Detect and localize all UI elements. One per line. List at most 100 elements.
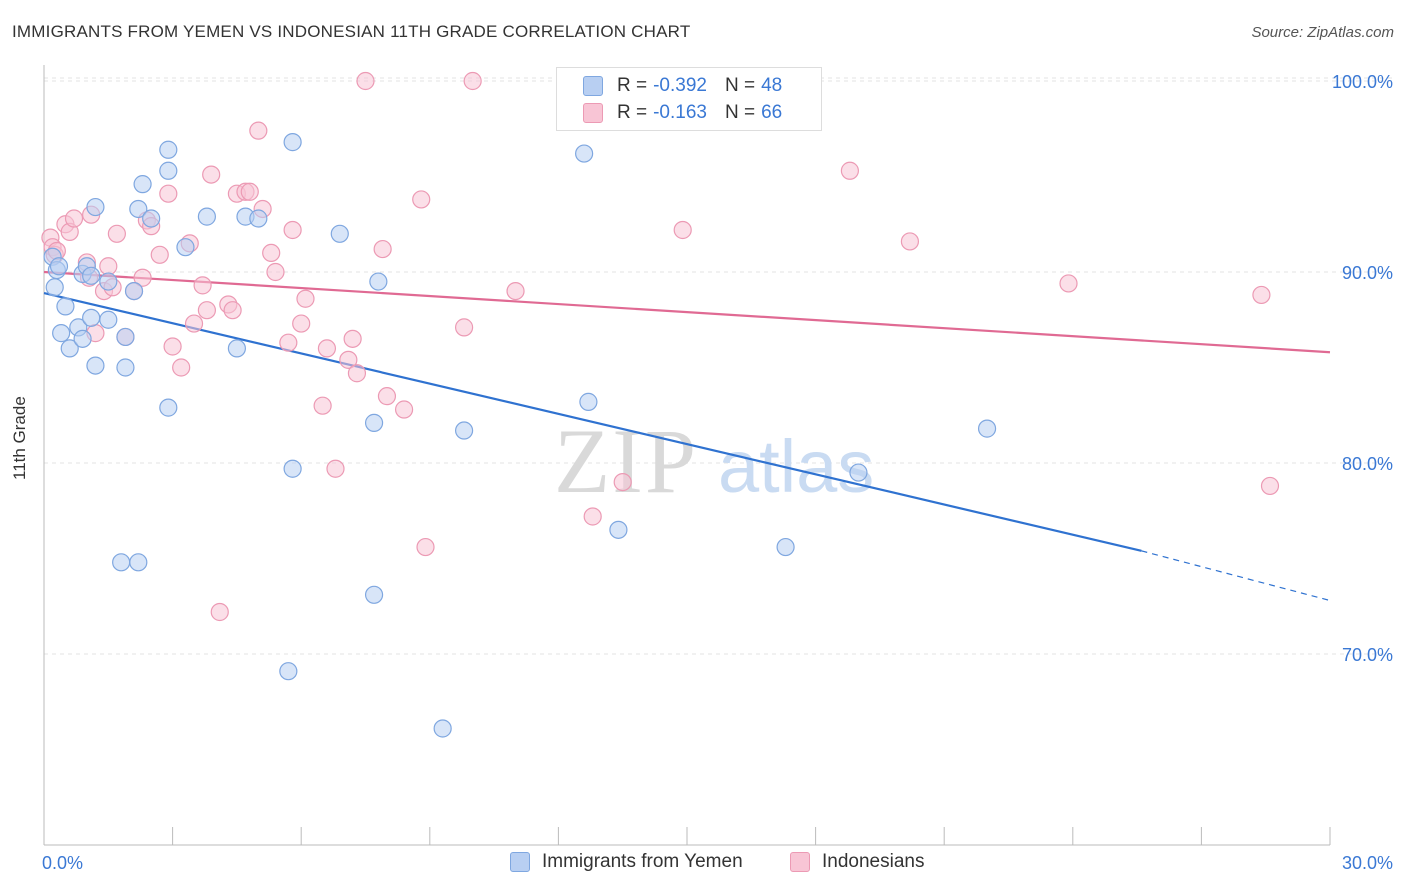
yemen-point <box>454 421 474 440</box>
n-value: 66 <box>761 102 783 123</box>
indonesian-point <box>506 282 525 301</box>
n-value: 48 <box>761 75 783 96</box>
yemen-point <box>73 329 92 348</box>
yemen-point <box>45 278 64 297</box>
indonesian-point <box>412 190 431 209</box>
series-immigrants-from-yemen <box>43 133 997 738</box>
trend-line-yemen-extension <box>1141 550 1331 602</box>
legend-item-indonesians[interactable]: Indonesians <box>790 851 924 873</box>
indonesian-point <box>262 243 281 262</box>
yemen-point <box>364 585 384 604</box>
indonesian-point <box>210 602 229 622</box>
indonesian-point <box>184 314 204 333</box>
grid-lines <box>44 77 1392 655</box>
indonesian-point <box>223 301 242 320</box>
yemen-point <box>159 398 178 417</box>
indonesian-point <box>900 232 920 251</box>
yemen-point <box>86 356 105 375</box>
legend-swatch-blue <box>510 852 530 872</box>
indonesian-point <box>583 507 602 526</box>
watermark: ZIP atlas <box>554 410 874 512</box>
yemen-point <box>849 463 868 482</box>
series-legend: Immigrants from Yemen Indonesians <box>0 851 1406 877</box>
yemen-point <box>575 144 594 163</box>
r-value: -0.392 <box>653 75 707 96</box>
indonesian-point <box>347 364 367 383</box>
yemen-point <box>197 207 216 226</box>
watermark-atlas: atlas <box>718 425 874 508</box>
x-tick-label: 0.0% <box>42 853 83 873</box>
yemen-point <box>129 199 148 219</box>
legend-row-indonesians: R = -0.163 N = 66 <box>557 99 782 127</box>
yemen-point <box>124 282 144 301</box>
trend-lines <box>43 270 1331 602</box>
indonesian-point <box>317 339 337 358</box>
indonesian-point <box>193 276 212 295</box>
yemen-point <box>159 161 178 180</box>
yemen-point <box>609 520 628 539</box>
yemen-point <box>330 224 349 243</box>
yemen-point <box>364 413 384 432</box>
indonesian-point <box>159 184 178 203</box>
y-tick-label: 80.0% <box>1342 454 1393 474</box>
indonesian-point <box>313 396 332 415</box>
yemen-point <box>227 339 246 358</box>
legend-swatch-blue <box>583 76 603 96</box>
yemen-point <box>433 719 452 738</box>
yemen-point <box>176 238 195 257</box>
legend-row-yemen: R = -0.392 N = 48 <box>557 72 782 100</box>
yemen-point <box>279 662 298 681</box>
indonesian-point <box>249 121 268 140</box>
yemen-point <box>129 553 148 572</box>
yemen-point <box>579 392 598 411</box>
tick-labels: 70.0% 80.0% 90.0% 100.0% 0.0% 30.0% <box>42 72 1393 873</box>
x-tick-label: 30.0% <box>1342 853 1393 873</box>
indonesian-point <box>613 473 632 492</box>
trend-line-indonesians <box>43 270 1331 354</box>
indonesian-point <box>373 239 392 259</box>
indonesian-point <box>133 268 152 287</box>
indonesian-point <box>840 161 859 180</box>
indonesian-point <box>202 165 221 184</box>
yemen-point <box>159 140 178 159</box>
chart-title: IMMIGRANTS FROM YEMEN VS INDONESIAN 11TH… <box>12 22 691 41</box>
y-tick-label: 100.0% <box>1332 72 1393 92</box>
legend-swatch-pink <box>790 852 810 872</box>
yemen-point <box>133 175 152 194</box>
indonesian-point <box>394 400 414 419</box>
indonesian-point <box>197 301 216 320</box>
yemen-point <box>249 209 268 228</box>
r-label: R = <box>617 75 648 96</box>
indonesian-point <box>163 337 182 356</box>
legend-label: Indonesians <box>822 851 925 872</box>
series-indonesians <box>41 71 1280 622</box>
legend-label: Immigrants from Yemen <box>542 851 743 872</box>
legend-swatch-pink <box>583 103 603 123</box>
axes <box>43 65 1331 846</box>
indonesian-point <box>339 350 358 369</box>
indonesian-point <box>1252 285 1271 305</box>
indonesian-point <box>150 245 169 264</box>
yemen-point <box>82 266 101 285</box>
indonesian-point <box>673 220 692 240</box>
trend-line-yemen <box>43 291 1142 552</box>
n-label: N = <box>724 75 756 96</box>
indonesian-point <box>64 209 84 228</box>
yemen-point <box>116 358 135 377</box>
yemen-point <box>369 272 388 291</box>
indonesian-point <box>296 289 315 308</box>
yemen-point <box>49 257 69 276</box>
yemen-point <box>112 553 131 572</box>
yemen-point <box>52 324 71 343</box>
indonesian-point <box>99 257 118 276</box>
indonesian-point <box>279 333 298 352</box>
indonesian-point <box>416 537 435 557</box>
yemen-point <box>283 459 302 478</box>
indonesian-point <box>326 459 345 478</box>
n-label: N = <box>724 102 756 123</box>
r-label: R = <box>617 102 648 123</box>
legend-item-yemen[interactable]: Immigrants from Yemen <box>510 851 743 873</box>
indonesian-point <box>1260 476 1280 496</box>
indonesian-point <box>266 262 285 282</box>
